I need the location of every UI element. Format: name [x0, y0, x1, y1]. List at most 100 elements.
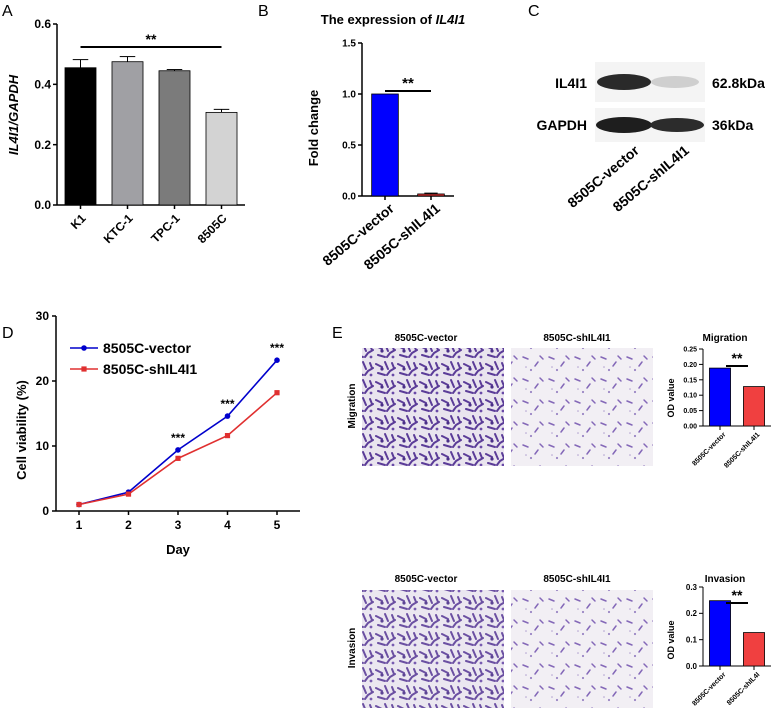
- invasion-bar: [743, 632, 765, 667]
- panel-d-letter: D: [2, 325, 14, 342]
- migration-xtick-label: 8505C-shIL4I1: [723, 431, 761, 469]
- micrograph-migration-sh: [511, 348, 653, 466]
- panel-e-letter: E: [332, 325, 343, 342]
- micrograph-invasion-vector: [362, 590, 504, 708]
- invasion-sig-label: **: [732, 587, 743, 603]
- panel-a-ytick-label: 0.0: [34, 198, 51, 212]
- panel-d-point: [224, 433, 231, 439]
- panel-a: A IL4I1/GAPDH 0.0 0.2 0.4 0.6 K1 KTC-1 TPC-1 85…: [2, 3, 245, 246]
- panel-d-xtick-label: 3: [175, 518, 182, 532]
- image-header-sh-top: 8505C-shIL4I1: [543, 333, 611, 344]
- invasion-ytick-label: 0.3: [686, 583, 698, 592]
- blot-size-gapdh: 36kDa: [712, 117, 753, 133]
- panel-d-sig-label: ***: [270, 341, 284, 355]
- panel-d-legend-marker: [81, 345, 87, 351]
- migration-ytick-label: 0.20: [683, 362, 697, 369]
- blot-size-il4i1: 62.8kDa: [712, 75, 765, 91]
- invasion-ytick-label: 0.2: [686, 609, 698, 618]
- panel-c-letter: C: [528, 3, 540, 20]
- panel-d-ytick-label: 0: [42, 504, 49, 518]
- panel-b: B The expression of IL4I1 Fold change 0.…: [258, 3, 465, 273]
- panel-d-ytick-label: 30: [36, 309, 50, 323]
- panel-b-ytick-label: 0.5: [342, 141, 356, 152]
- migration-ytick-label: 0.25: [683, 346, 697, 353]
- invasion-ytick-label: 0.0: [686, 662, 698, 671]
- panel-d-point: [76, 501, 82, 508]
- panel-a-ytick-label: 0.4: [34, 78, 51, 92]
- panel-a-xtick-label: TPC-1: [148, 211, 183, 246]
- migration-ytick-label: 0.05: [683, 408, 697, 415]
- panel-d-xtick-label: 5: [274, 518, 281, 532]
- panel-d-xtick-label: 4: [224, 518, 231, 532]
- migration-ytick-label: 0.15: [683, 377, 697, 384]
- invasion-xtick-label: 8505C-shIL4I: [726, 671, 762, 707]
- panel-d-ytick-label: 20: [36, 374, 50, 388]
- blot-band-gapdh-sh: [650, 118, 704, 132]
- panel-a-sig-label: **: [146, 31, 157, 47]
- invasion-chart-title: Invasion: [705, 574, 746, 585]
- panel-d: D Cell viability (%) Day 0 10 20 30 1 2 3 4 5 850…: [2, 309, 300, 557]
- panel-b-ylabel: Fold change: [306, 90, 321, 167]
- panel-a-bar: [205, 111, 238, 206]
- panel-b-ytick-label: 1.0: [342, 90, 356, 101]
- micrograph-migration-vector: [362, 348, 504, 466]
- panel-d-xlabel: Day: [166, 542, 191, 557]
- panel-d-legend-label: 8505C-shIL4I1: [103, 361, 197, 377]
- panel-a-bar: [64, 67, 97, 206]
- panel-a-ytick-label: 0.2: [34, 138, 51, 152]
- migration-chart-title: Migration: [703, 333, 748, 344]
- migration-ytick-label: 0.10: [683, 393, 697, 400]
- image-header-vector-top: 8505C-vector: [395, 333, 458, 344]
- panel-d-xtick-label: 2: [125, 518, 132, 532]
- panel-d-point: [175, 455, 181, 461]
- blot-band-il4i1-sh: [651, 76, 699, 88]
- panel-d-legend-label: 8505C-vector: [103, 340, 191, 356]
- panel-a-xtick-label: K1: [68, 211, 89, 232]
- panel-b-bar: [371, 93, 399, 197]
- panel-d-ylabel: Cell viability (%): [14, 380, 29, 480]
- panel-a-ylabel: IL4I1/GAPDH: [6, 74, 21, 155]
- panel-a-chart: 0.0 0.2 0.4 0.6 K1 KTC-1 TPC-1 8505C **: [34, 17, 245, 246]
- panel-b-ytick-label: 1.5: [342, 39, 356, 50]
- migration-sig-label: **: [732, 350, 743, 366]
- migration-ytick-label: 0.00: [683, 423, 697, 430]
- panel-a-ytick-label: 0.6: [34, 17, 51, 31]
- blot-label-gapdh: GAPDH: [536, 117, 587, 133]
- panel-d-legend-marker: [81, 366, 87, 372]
- panel-d-point: [125, 491, 132, 497]
- image-header-vector-bottom: 8505C-vector: [395, 574, 458, 585]
- panel-d-point: [224, 413, 231, 419]
- panel-d-point: [175, 447, 181, 453]
- panel-d-point: [274, 357, 280, 364]
- panel-d-chart: 0 10 20 30 1 2 3 4 5 8505C-vector 8505C-shIL4I1 ***…: [36, 309, 300, 532]
- panel-a-bar: [158, 70, 191, 206]
- panel-a-xtick-label: KTC-1: [101, 211, 136, 246]
- image-header-sh-bottom: 8505C-shIL4I1: [543, 574, 611, 585]
- panel-b-ytick-label: 0.0: [342, 192, 356, 203]
- panel-e: E 8505C-vector 8505C-shIL4I1 Migration 8…: [332, 325, 771, 708]
- migration-chart: 0.00 0.05 0.10 0.15 0.20 0.25 8505C-vector8505…: [683, 346, 771, 470]
- invasion-xtick-label: 8505C-vector: [691, 671, 727, 707]
- panel-d-sig-label: ***: [220, 397, 234, 411]
- panel-d-ytick-label: 10: [36, 439, 50, 453]
- invasion-ytick-label: 0.1: [686, 635, 698, 644]
- migration-bar: [743, 386, 765, 427]
- panel-b-bar: [417, 193, 445, 197]
- panel-d-xtick-label: 1: [76, 518, 83, 532]
- micrograph-invasion-sh: [511, 590, 653, 708]
- panel-b-title: The expression of IL4I1: [321, 12, 466, 27]
- blot-band-il4i1-vector: [597, 74, 651, 90]
- panel-c: C IL4I1 GAPDH 62.8kDa 36kDa 8505C-vector…: [528, 3, 765, 215]
- blot-label-il4i1: IL4I1: [555, 75, 587, 91]
- invasion-bar: [709, 600, 731, 667]
- panel-d-sig-label: ***: [171, 431, 185, 445]
- invasion-chart-ylabel: OD value: [666, 620, 676, 659]
- panel-a-xtick-label: 8505C: [195, 211, 230, 246]
- migration-bar: [709, 367, 731, 427]
- panel-d-point: [274, 390, 280, 396]
- migration-xtick-label: 8505C-vector: [691, 431, 727, 467]
- panel-a-letter: A: [2, 3, 13, 20]
